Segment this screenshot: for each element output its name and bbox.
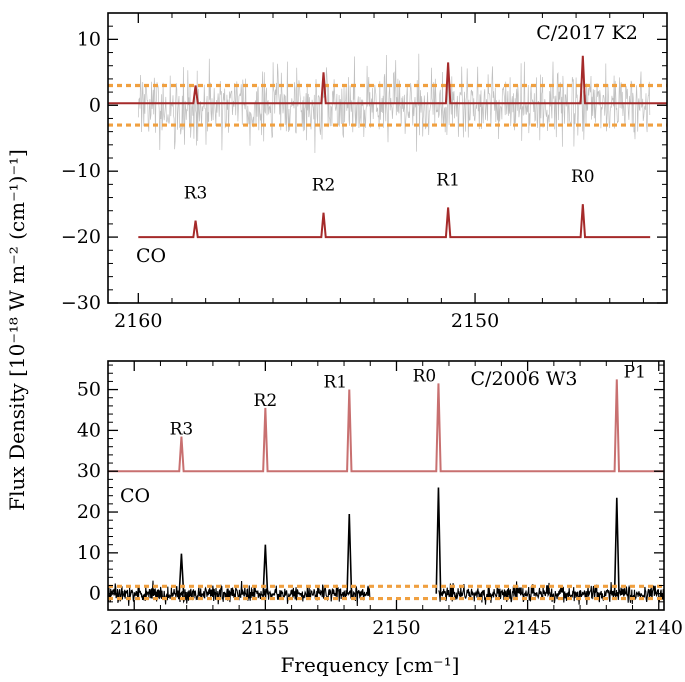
observed-line-p1: [613, 497, 620, 594]
x-tick-label: 2140: [635, 617, 683, 639]
y-tick-label: −30: [61, 292, 101, 314]
x-tick-label: 2160: [110, 617, 158, 639]
co-model-trace: [108, 379, 664, 473]
x-tick-label: 2160: [114, 310, 162, 332]
plot-frame: [107, 360, 665, 611]
observed-line-r3: [178, 553, 185, 594]
observed-line-r1: [346, 514, 353, 594]
x-tick-label: 2150: [372, 617, 420, 639]
species-label: CO: [120, 485, 150, 507]
line-label-r0: R0: [571, 167, 595, 187]
y-tick-label: 10: [77, 28, 101, 50]
x-tick-label: 2150: [451, 310, 499, 332]
observed-spectrum-trace: [137, 53, 651, 154]
line-label-r3: R3: [170, 420, 194, 440]
y-tick-label: −10: [61, 160, 101, 182]
y-tick-label: 50: [77, 379, 101, 401]
line-label-r3: R3: [184, 184, 208, 204]
line-label-r0: R0: [413, 366, 437, 386]
panel-title: C/2006 W3: [471, 368, 578, 390]
observed-spectrum-trace: [108, 580, 371, 607]
line-label-r2: R2: [312, 176, 336, 196]
panel-c2017k2: R3 R2 R1 R0 10 0 −10 −20 −30 2160 2150 C/2017 K2 CO: [61, 12, 668, 332]
species-label: CO: [136, 245, 166, 267]
y-axis-label: Flux Density [10⁻¹⁸ W m⁻² (cm⁻¹)⁻¹]: [5, 149, 29, 511]
y-tick-label: 0: [89, 94, 101, 116]
line-label-r1: R1: [323, 373, 347, 393]
x-tick-label: 2145: [503, 617, 551, 639]
y-tick-label: 30: [77, 460, 101, 482]
model-on-data-trace: [108, 55, 667, 105]
y-tick-label: 0: [89, 583, 101, 605]
plot-area: [108, 379, 664, 607]
observed-spectrum-trace: [438, 581, 664, 605]
y-tick-label: −20: [61, 226, 101, 248]
x-axis-label: Frequency [cm⁻¹]: [281, 653, 460, 677]
line-label-r1: R1: [436, 170, 460, 190]
line-label-r2: R2: [254, 391, 278, 411]
co-model-trace: [138, 204, 651, 239]
observed-line-r0: [435, 487, 442, 594]
y-tick-label: 10: [77, 542, 101, 564]
x-tick-label: 2155: [241, 617, 289, 639]
plot-area: [108, 53, 667, 239]
line-label-p1: P1: [624, 362, 646, 382]
panel-title: C/2017 K2: [536, 22, 638, 44]
observed-line-r2: [262, 544, 269, 594]
y-tick-label: 40: [77, 419, 101, 441]
y-tick-label: 20: [77, 501, 101, 523]
panel-c2006w3: R3 R2 R1 R0 P1 0 10 20 30 40 50 2160 2155 2150 2145 214…: [77, 360, 683, 639]
